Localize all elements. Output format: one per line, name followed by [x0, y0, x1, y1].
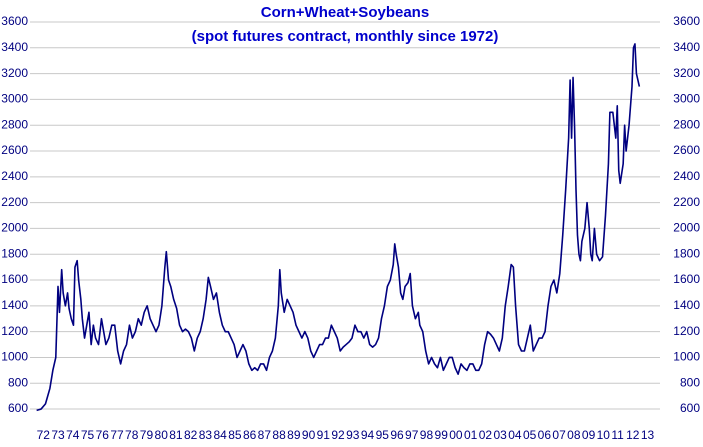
- y2-tick-label: 2800: [673, 117, 700, 131]
- x-tick-label: 75: [81, 428, 95, 442]
- x-tick-label: 08: [567, 428, 581, 442]
- y-tick-label: 3600: [1, 14, 28, 28]
- x-tick-label: 04: [508, 428, 522, 442]
- x-tick-label: 86: [243, 428, 257, 442]
- y-tick-label: 2000: [1, 221, 28, 235]
- x-tick-label: 77: [110, 428, 124, 442]
- x-tick-label: 78: [125, 428, 139, 442]
- y2-tick-label: 1600: [673, 272, 700, 286]
- y2-tick-label: 600: [680, 401, 700, 415]
- x-tick-label: 80: [155, 428, 169, 442]
- x-tick-label: 85: [228, 428, 242, 442]
- x-tick-label: 96: [390, 428, 404, 442]
- x-tick-label: 90: [302, 428, 316, 442]
- x-tick-label: 95: [376, 428, 390, 442]
- x-tick-label: 09: [582, 428, 596, 442]
- y2-tick-label: 1400: [673, 298, 700, 312]
- y2-tick-label: 1800: [673, 246, 700, 260]
- y2-tick-label: 3000: [673, 92, 700, 106]
- x-tick-label: 98: [420, 428, 434, 442]
- y-tick-label: 600: [8, 401, 28, 415]
- y2-tick-label: 1200: [673, 324, 700, 338]
- x-tick-label: 83: [199, 428, 213, 442]
- x-tick-label: 84: [213, 428, 227, 442]
- x-tick-label: 10: [597, 428, 611, 442]
- x-tick-label: 79: [140, 428, 154, 442]
- x-tick-label: 02: [479, 428, 493, 442]
- chart-subtitle: (spot futures contract, monthly since 19…: [192, 28, 499, 45]
- x-tick-label: 13: [641, 428, 655, 442]
- chart-title: Corn+Wheat+Soybeans: [261, 4, 429, 21]
- x-tick-label: 11: [611, 428, 624, 442]
- y2-tick-label: 3200: [673, 66, 700, 80]
- y-tick-label: 800: [8, 375, 28, 389]
- x-tick-label: 05: [523, 428, 537, 442]
- x-tick-label: 81: [169, 428, 183, 442]
- y2-tick-label: 2200: [673, 195, 700, 209]
- x-tick-label: 06: [538, 428, 552, 442]
- x-tick-label: 12: [626, 428, 640, 442]
- x-tick-label: 82: [184, 428, 198, 442]
- y2-tick-label: 1000: [673, 350, 700, 364]
- x-tick-label: 00: [449, 428, 463, 442]
- y2-tick-label: 2000: [673, 221, 700, 235]
- y2-tick-label: 3400: [673, 40, 700, 54]
- x-tick-label: 88: [272, 428, 286, 442]
- y-tick-label: 1000: [1, 350, 28, 364]
- y2-tick-label: 2400: [673, 169, 700, 183]
- y-tick-label: 2400: [1, 169, 28, 183]
- y-tick-label: 3400: [1, 40, 28, 54]
- x-tick-label: 94: [361, 428, 375, 442]
- x-tick-label: 93: [346, 428, 360, 442]
- x-tick-label: 73: [51, 428, 65, 442]
- y-tick-label: 1800: [1, 246, 28, 260]
- x-tick-label: 89: [287, 428, 301, 442]
- price-line: [36, 43, 641, 412]
- x-tick-label: 07: [552, 428, 566, 442]
- x-tick-label: 92: [331, 428, 345, 442]
- x-tick-label: 87: [258, 428, 272, 442]
- y-tick-label: 3000: [1, 92, 28, 106]
- x-tick-label: 03: [493, 428, 507, 442]
- y-tick-label: 2600: [1, 143, 28, 157]
- x-tick-label: 76: [96, 428, 110, 442]
- y-tick-label: 3200: [1, 66, 28, 80]
- y-tick-label: 2200: [1, 195, 28, 209]
- y-tick-label: 1600: [1, 272, 28, 286]
- x-tick-label: 97: [405, 428, 419, 442]
- x-tick-label: 72: [37, 428, 51, 442]
- y-tick-label: 1200: [1, 324, 28, 338]
- x-tick-label: 01: [464, 428, 478, 442]
- y2-tick-label: 2600: [673, 143, 700, 157]
- x-tick-label: 74: [66, 428, 80, 442]
- y-tick-label: 2800: [1, 117, 28, 131]
- y2-tick-label: 800: [680, 375, 700, 389]
- x-tick-label: 99: [435, 428, 449, 442]
- x-tick-label: 91: [317, 428, 331, 442]
- y2-tick-label: 3600: [673, 14, 700, 28]
- y-tick-label: 1400: [1, 298, 28, 312]
